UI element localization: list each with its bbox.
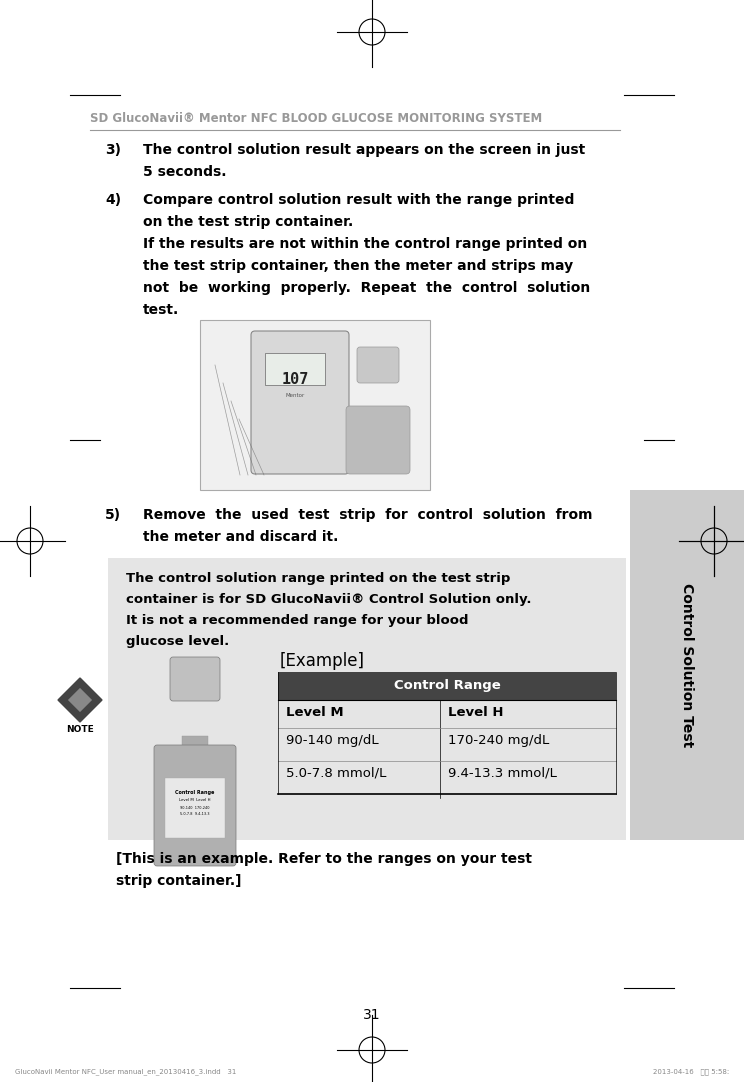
Text: 5): 5) xyxy=(105,509,121,522)
Text: glucose level.: glucose level. xyxy=(126,635,229,648)
Text: on the test strip container.: on the test strip container. xyxy=(143,215,353,229)
Text: 2013-04-16   오후 5:58:: 2013-04-16 오후 5:58: xyxy=(652,1068,729,1074)
FancyBboxPatch shape xyxy=(357,347,399,383)
Text: not  be  working  properly.  Repeat  the  control  solution: not be working properly. Repeat the cont… xyxy=(143,281,590,295)
Text: The control solution result appears on the screen in just: The control solution result appears on t… xyxy=(143,143,586,157)
Polygon shape xyxy=(68,688,92,712)
Text: 31: 31 xyxy=(363,1008,381,1022)
Text: GlucoNavii Mentor NFC_User manual_en_20130416_3.indd   31: GlucoNavii Mentor NFC_User manual_en_201… xyxy=(15,1068,237,1074)
Text: [Example]: [Example] xyxy=(280,652,365,670)
Text: test.: test. xyxy=(143,303,179,317)
Bar xyxy=(278,672,616,700)
Text: If the results are not within the control range printed on: If the results are not within the contro… xyxy=(143,237,587,251)
Text: Control Range: Control Range xyxy=(394,679,501,692)
Text: 4): 4) xyxy=(105,193,121,207)
Text: container is for SD GlucoNavii® Control Solution only.: container is for SD GlucoNavii® Control … xyxy=(126,593,531,606)
Text: It is not a recommended range for your blood: It is not a recommended range for your b… xyxy=(126,613,469,626)
Text: the test strip container, then the meter and strips may: the test strip container, then the meter… xyxy=(143,259,573,273)
Text: 107: 107 xyxy=(281,372,309,387)
Text: NOTE: NOTE xyxy=(66,725,94,734)
Text: Control Range: Control Range xyxy=(176,790,215,795)
Bar xyxy=(265,353,325,385)
Bar xyxy=(182,736,208,748)
Bar xyxy=(165,778,225,837)
Text: 5.0-7.8 mmol/L: 5.0-7.8 mmol/L xyxy=(286,767,386,780)
Text: 5.0-7.8  9.4-13.3: 5.0-7.8 9.4-13.3 xyxy=(180,812,210,816)
Text: [This is an example. Refer to the ranges on your test: [This is an example. Refer to the ranges… xyxy=(116,852,532,866)
Text: 170-240 mg/dL: 170-240 mg/dL xyxy=(448,734,550,747)
Text: Level H: Level H xyxy=(448,705,504,720)
Bar xyxy=(200,320,430,490)
Text: Level M: Level M xyxy=(286,705,344,720)
Text: Mentor: Mentor xyxy=(286,393,304,398)
Text: Control Solution Test: Control Solution Test xyxy=(680,583,694,748)
Text: The control solution range printed on the test strip: The control solution range printed on th… xyxy=(126,572,510,585)
FancyBboxPatch shape xyxy=(251,331,349,474)
FancyBboxPatch shape xyxy=(154,745,236,866)
FancyBboxPatch shape xyxy=(346,406,410,474)
Polygon shape xyxy=(58,678,102,722)
Text: Remove  the  used  test  strip  for  control  solution  from: Remove the used test strip for control s… xyxy=(143,509,592,522)
Text: the meter and discard it.: the meter and discard it. xyxy=(143,530,339,544)
Text: Compare control solution result with the range printed: Compare control solution result with the… xyxy=(143,193,574,207)
Text: 5 seconds.: 5 seconds. xyxy=(143,164,226,179)
FancyBboxPatch shape xyxy=(170,657,220,701)
Text: strip container.]: strip container.] xyxy=(116,874,242,888)
Bar xyxy=(108,558,626,840)
Text: 9.4-13.3 mmol/L: 9.4-13.3 mmol/L xyxy=(448,767,557,780)
Text: 90-140  170-240: 90-140 170-240 xyxy=(180,806,210,810)
Text: SD GlucoNavii® Mentor NFC BLOOD GLUCOSE MONITORING SYSTEM: SD GlucoNavii® Mentor NFC BLOOD GLUCOSE … xyxy=(90,113,542,126)
Bar xyxy=(630,490,744,840)
Text: 3): 3) xyxy=(105,143,121,157)
Text: 90-140 mg/dL: 90-140 mg/dL xyxy=(286,734,379,747)
Text: Level M  Level H: Level M Level H xyxy=(179,799,211,802)
